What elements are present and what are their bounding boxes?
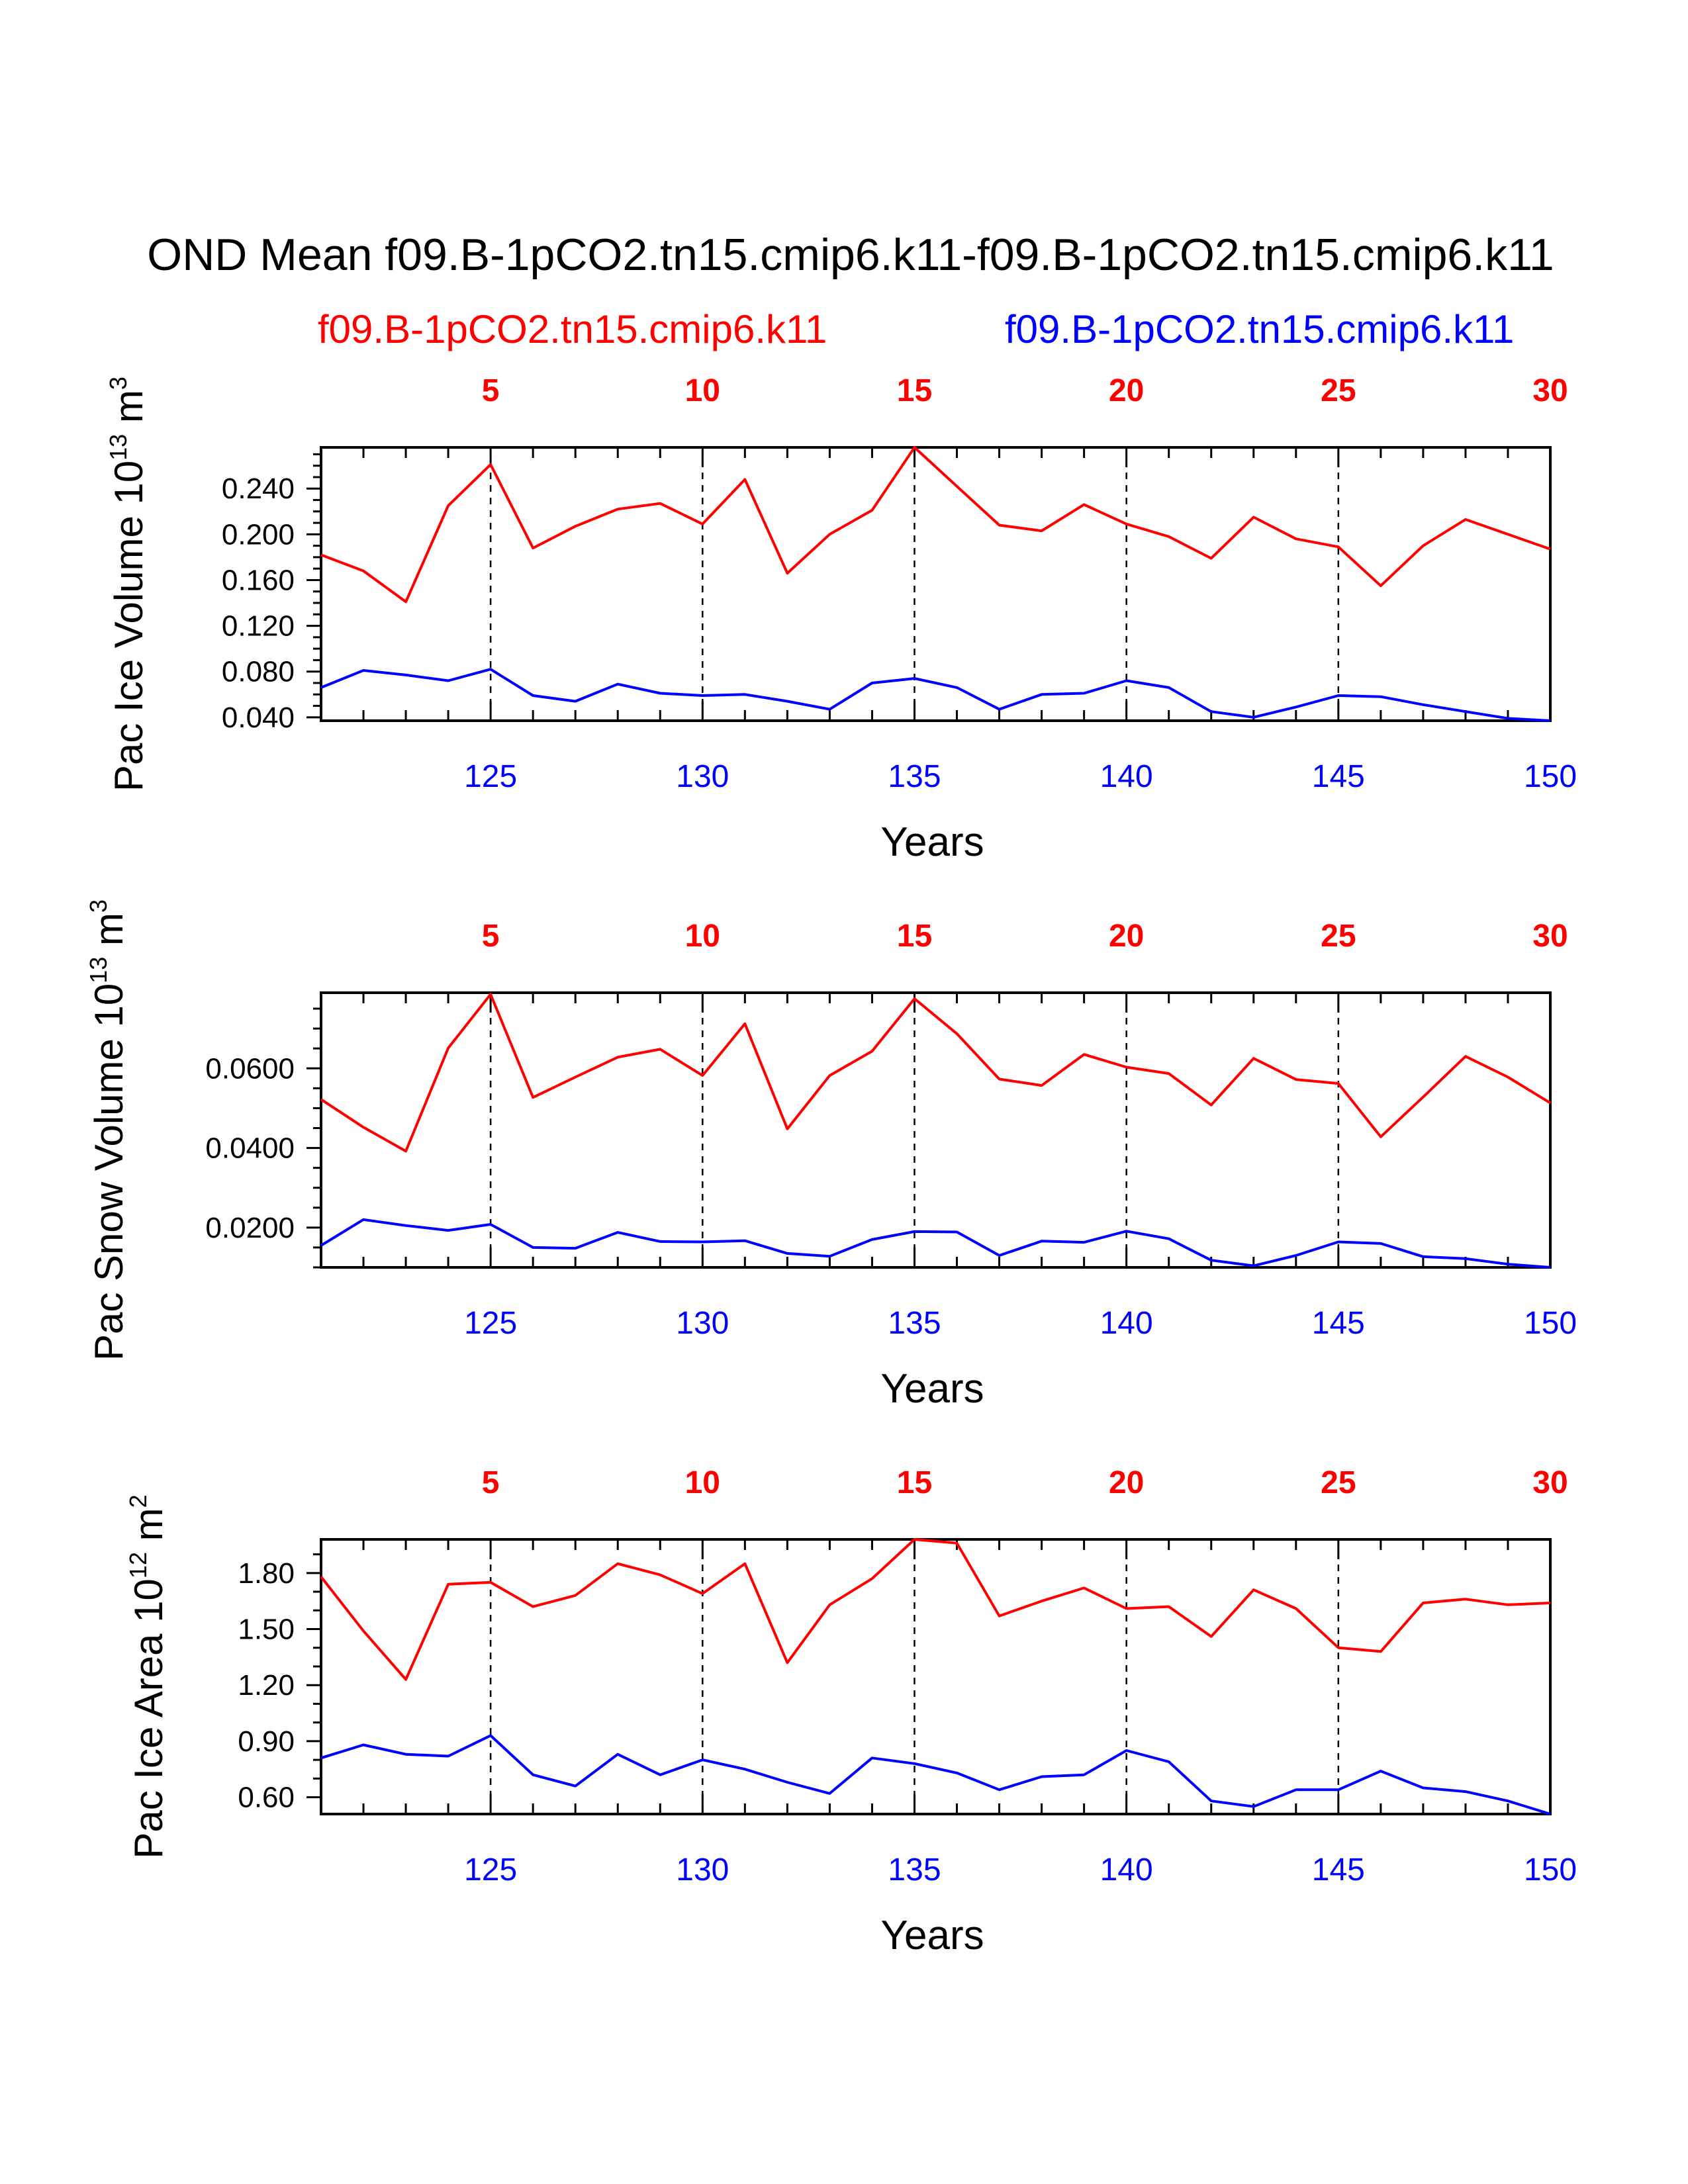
bottom-tick-label: 135: [888, 1306, 941, 1341]
series-line-red: [320, 1538, 1551, 1681]
y-tick-label: 0.60: [238, 1782, 295, 1814]
top-tick-label: 30: [1532, 373, 1568, 408]
y-axis-label-ylabel-unit-exp: 3: [85, 899, 112, 913]
y-axis-label-ylabel-main: Pac Ice Area 10: [126, 1578, 171, 1859]
plot-frame: [320, 446, 1552, 722]
top-tick-label: 20: [1109, 1465, 1144, 1500]
bottom-tick-label: 125: [464, 1852, 517, 1888]
x-axis-label: Years: [880, 819, 984, 865]
top-tick-label: 10: [685, 919, 720, 954]
plot-frame: [320, 991, 1552, 1269]
series-line-blue: [320, 668, 1551, 722]
bottom-tick-label: 150: [1524, 1852, 1577, 1888]
y-axis-label-ylabel-unit: m: [126, 1508, 171, 1552]
legend-red-label: f09.B-1pCO2.tn15.cmip6.k11: [318, 307, 827, 351]
y-axis-label-ylabel-main: Pac Ice Volume 10: [107, 461, 151, 792]
bottom-tick-label: 135: [888, 1852, 941, 1888]
series-line-blue: [320, 1734, 1551, 1815]
y-axis-label-ylabel-main: Pac Snow Volume 10: [87, 983, 131, 1361]
bottom-tick-label: 145: [1312, 759, 1365, 794]
bottom-tick-label: 130: [676, 1306, 729, 1341]
y-axis-label-ylabel-exp: 13: [85, 957, 112, 983]
bottom-tick-label: 130: [676, 759, 729, 794]
y-tick-label: 1.20: [238, 1669, 295, 1702]
top-tick-label: 25: [1321, 373, 1356, 408]
plot-frame: [320, 1538, 1552, 1815]
y-axis-label-ylabel-unit: m: [107, 390, 151, 434]
y-axis-label-ylabel-unit-exp: 3: [105, 377, 132, 390]
chart-panel-3: 125 130 135 140 145 150 5 10 15 20 25 30 0.60 0.90 1.2…: [124, 1465, 1577, 1958]
y-axis-label-ylabel-exp: 13: [105, 434, 132, 461]
y-axis-label: Pac Snow Volume 1013 m3: [85, 899, 131, 1361]
chart-panel-1: 125 130 135 140 145 150 5 10 15 20 25 30 0.040 0.080 0…: [105, 373, 1577, 865]
y-tick-label: 1.80: [238, 1557, 295, 1590]
bottom-tick-label: 150: [1524, 759, 1577, 794]
bottom-tick-label: 125: [464, 1306, 517, 1341]
top-tick-label: 20: [1109, 373, 1144, 408]
bottom-tick-label: 130: [676, 1852, 729, 1888]
top-tick-label: 15: [897, 919, 932, 954]
y-tick-label: 0.90: [238, 1725, 295, 1758]
bottom-tick-label: 140: [1100, 1852, 1153, 1888]
bottom-tick-label: 140: [1100, 759, 1153, 794]
x-axis-label: Years: [880, 1913, 984, 1958]
bottom-tick-label: 145: [1312, 1852, 1365, 1888]
top-tick-label: 10: [685, 1465, 720, 1500]
top-tick-label: 10: [685, 373, 720, 408]
top-tick-label: 5: [482, 919, 500, 954]
y-axis-label: Pac Ice Volume 1013 m3: [105, 377, 151, 792]
y-axis-label: Pac Ice Area 1012 m2: [124, 1494, 171, 1858]
legend-blue-label: f09.B-1pCO2.tn15.cmip6.k11: [1005, 307, 1514, 351]
top-tick-label: 25: [1321, 1465, 1356, 1500]
y-tick-label: 0.120: [222, 610, 295, 643]
y-tick-label: 0.240: [222, 473, 295, 505]
series-line-blue: [320, 1218, 1551, 1269]
top-tick-label: 5: [482, 1465, 500, 1500]
y-tick-label: 0.080: [222, 656, 295, 688]
y-tick-label: 0.160: [222, 564, 295, 596]
x-axis-label: Years: [880, 1366, 984, 1412]
bottom-tick-label: 135: [888, 759, 941, 794]
bottom-tick-label: 145: [1312, 1306, 1365, 1341]
chart-title: OND Mean f09.B-1pCO2.tn15.cmip6.k11-f09.…: [147, 230, 1554, 280]
top-tick-label: 30: [1532, 919, 1568, 954]
y-tick-label: 0.200: [222, 518, 295, 551]
top-tick-label: 15: [897, 373, 932, 408]
chart-panel-2: 125 130 135 140 145 150 5 10 15 20 25 30 0.0200 0.040…: [85, 899, 1577, 1412]
y-tick-label: 0.0400: [205, 1132, 295, 1165]
top-tick-label: 5: [482, 373, 500, 408]
series-line-red: [320, 993, 1552, 1153]
top-tick-label: 20: [1109, 919, 1144, 954]
top-tick-label: 25: [1321, 919, 1356, 954]
series-line-red: [320, 446, 1551, 604]
y-tick-label: 0.040: [222, 702, 295, 734]
y-tick-label: 1.50: [238, 1614, 295, 1646]
bottom-tick-label: 150: [1524, 1306, 1577, 1341]
y-axis-label-ylabel-unit: m: [87, 913, 131, 957]
bottom-tick-label: 125: [464, 759, 517, 794]
y-axis-label-ylabel-unit-exp: 2: [124, 1494, 152, 1508]
y-axis-label-ylabel-exp: 12: [124, 1552, 152, 1578]
top-tick-label: 15: [897, 1465, 932, 1500]
top-tick-label: 30: [1532, 1465, 1568, 1500]
bottom-tick-label: 140: [1100, 1306, 1153, 1341]
y-tick-label: 0.0200: [205, 1212, 295, 1244]
y-tick-label: 0.0600: [205, 1052, 295, 1085]
